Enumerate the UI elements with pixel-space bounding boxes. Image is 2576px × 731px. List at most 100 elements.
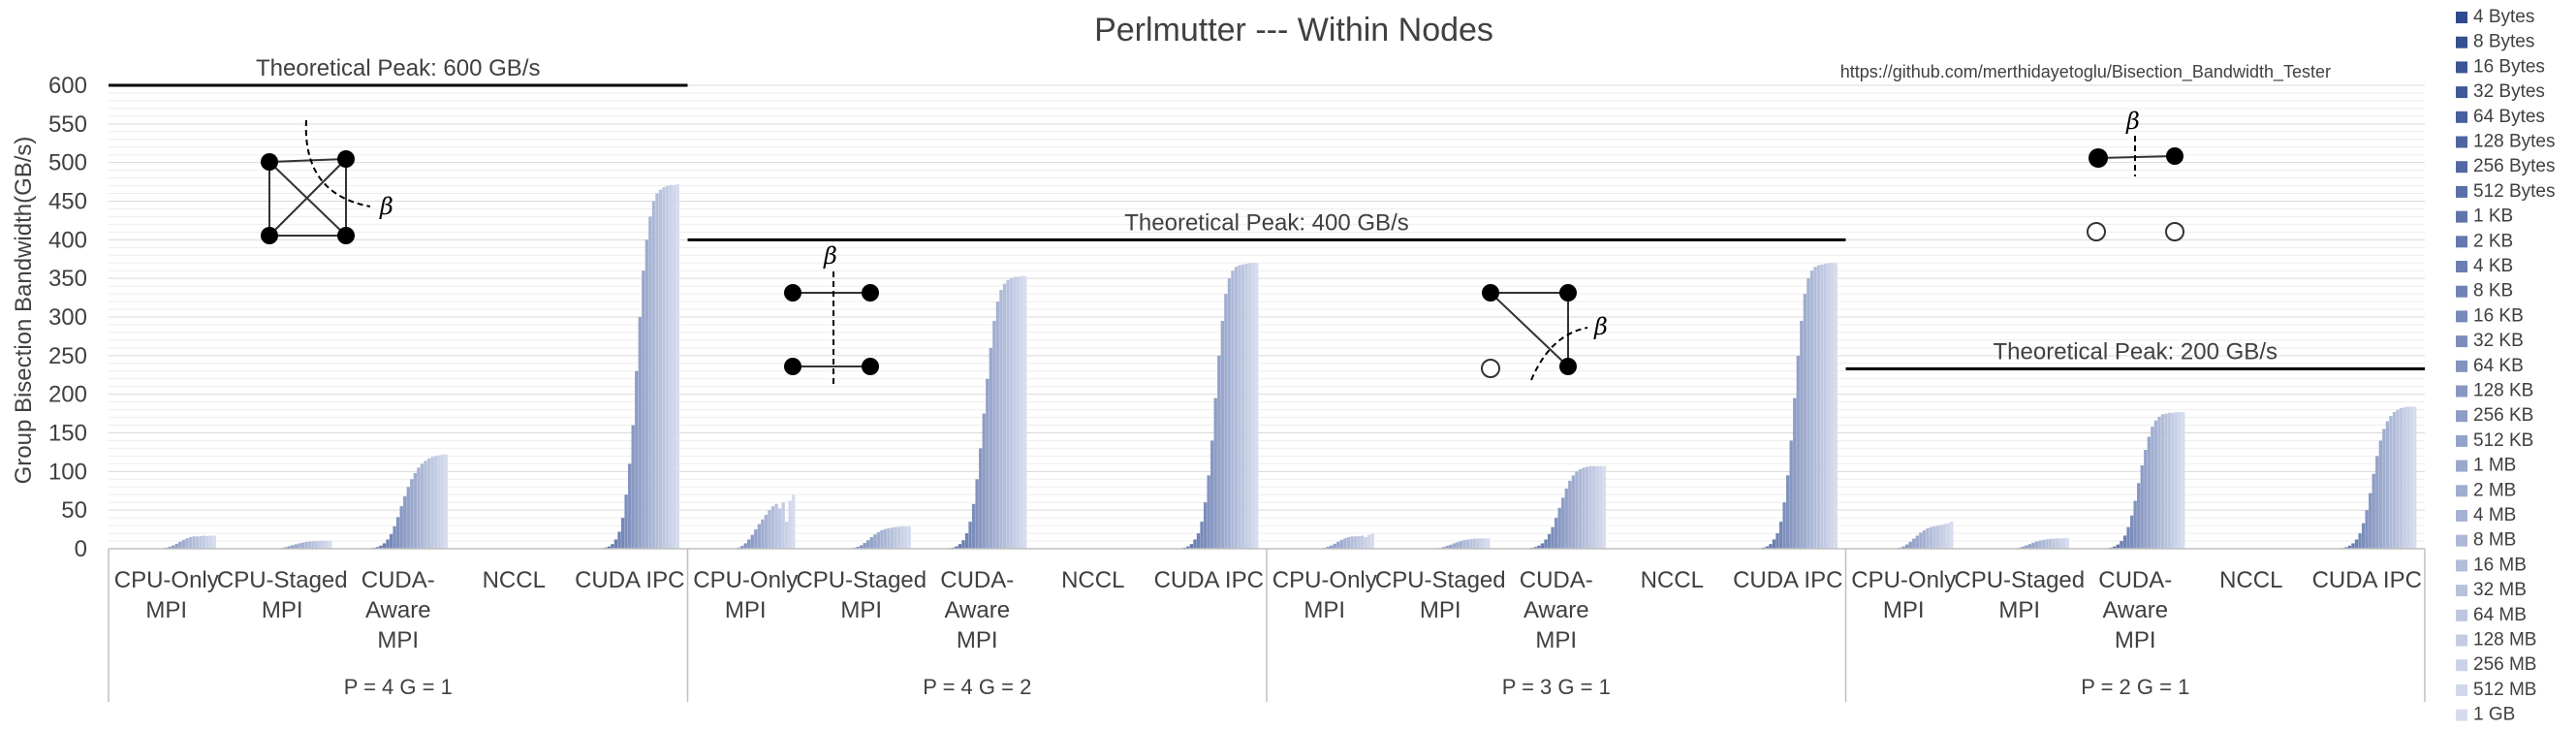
x-axis: CPU-Only MPI CPU-Staged MPI CUDA- Aware MPI NCC… <box>108 548 2426 702</box>
bar <box>617 531 621 549</box>
bar <box>2048 538 2053 549</box>
bar <box>1227 278 1232 549</box>
legend-swatch <box>2456 559 2467 572</box>
bar <box>1360 535 1365 549</box>
y-tick-label: 300 <box>48 304 87 331</box>
bar <box>648 216 652 549</box>
bar <box>2058 538 2062 549</box>
bar <box>611 544 614 549</box>
bar <box>1339 539 1344 549</box>
bar <box>863 543 866 549</box>
bar <box>1915 535 1919 549</box>
bar <box>792 494 796 549</box>
bar <box>1793 397 1797 549</box>
bar <box>1544 539 1548 549</box>
bar <box>287 546 291 549</box>
legend-swatch <box>2456 236 2467 248</box>
bar <box>437 455 441 549</box>
bar <box>1189 544 1194 549</box>
x-category-label: Aware <box>944 597 1010 623</box>
bar <box>322 540 326 549</box>
x-category-label: CUDA- <box>2098 567 2172 593</box>
bar <box>2413 406 2417 549</box>
legend-label: 128 MB <box>2473 630 2536 651</box>
x-category-label: CPU-Staged <box>217 567 348 593</box>
bar <box>1472 538 1477 549</box>
bar <box>2031 542 2035 549</box>
legend-swatch <box>2456 136 2467 148</box>
legend-swatch <box>2456 111 2467 123</box>
bar <box>1002 283 1007 549</box>
x-category-label: CPU-Staged <box>1375 567 1506 593</box>
legend-swatch <box>2456 460 2467 472</box>
legend-label: 512 MB <box>2473 680 2536 700</box>
bar <box>379 545 383 549</box>
bar <box>2385 421 2390 549</box>
x-category-label: CPU-Only <box>1851 567 1956 593</box>
bar <box>743 543 747 549</box>
bar <box>2137 483 2141 549</box>
bar <box>395 517 400 549</box>
bar <box>739 546 744 549</box>
x-category-label: MPI <box>262 597 303 623</box>
bar <box>300 542 305 549</box>
legend-swatch <box>2456 434 2467 447</box>
legend-label: 512 Bytes <box>2473 181 2556 202</box>
bar <box>2375 456 2379 549</box>
bar <box>986 378 990 549</box>
bar <box>1816 265 1821 549</box>
bar <box>642 270 645 549</box>
bar <box>174 543 178 549</box>
bar <box>644 239 649 550</box>
x-category-label: CPU-Staged <box>1954 567 2085 593</box>
legend-swatch <box>2456 634 2467 647</box>
bar <box>1452 543 1456 549</box>
y-tick-label: 550 <box>48 111 87 138</box>
bar <box>1582 467 1586 549</box>
bar <box>426 458 431 549</box>
beta-label: β <box>1593 313 1608 340</box>
bar <box>2045 539 2049 549</box>
bar <box>2153 420 2158 549</box>
bar <box>2151 427 2154 549</box>
legend-label: 64 MB <box>2473 605 2527 625</box>
x-category-label: Aware <box>365 597 431 623</box>
bar <box>1591 465 1596 549</box>
bar <box>2351 543 2355 549</box>
x-category-label: MPI <box>1304 597 1345 623</box>
bar <box>2147 436 2151 549</box>
bar <box>424 461 427 549</box>
bar <box>399 506 403 549</box>
x-category-label: MPI <box>377 627 419 653</box>
bar <box>1785 475 1790 549</box>
bar <box>1775 533 1779 549</box>
bar <box>651 201 656 549</box>
bar <box>2365 510 2369 549</box>
bar <box>2027 544 2031 549</box>
bar <box>658 189 663 550</box>
bar <box>1006 279 1010 549</box>
bar <box>1922 529 1927 549</box>
topology-diagram-p3-g1: β <box>1481 284 1608 381</box>
x-category-label: CUDA IPC <box>2312 567 2422 593</box>
bar <box>2144 450 2148 549</box>
bar <box>1220 320 1224 549</box>
legend-swatch <box>2456 659 2467 672</box>
legend-label: 1 MB <box>2473 456 2516 476</box>
legend-label: 32 KB <box>2473 331 2524 351</box>
bar <box>866 540 870 549</box>
bar <box>1017 276 1021 549</box>
bar <box>607 546 612 549</box>
bar <box>199 535 203 549</box>
x-category-label: NCCL <box>1641 567 1704 593</box>
group-label: P = 2 G = 1 <box>2081 675 2189 699</box>
bar <box>2361 523 2366 549</box>
legend-label: 64 KB <box>2473 356 2524 376</box>
bar <box>444 454 448 549</box>
bar <box>1806 278 1810 549</box>
bar <box>433 456 438 549</box>
bar <box>1578 468 1583 549</box>
bar <box>1364 537 1367 549</box>
x-category-label: CPU-Staged <box>796 567 927 593</box>
bar <box>1599 465 1603 549</box>
